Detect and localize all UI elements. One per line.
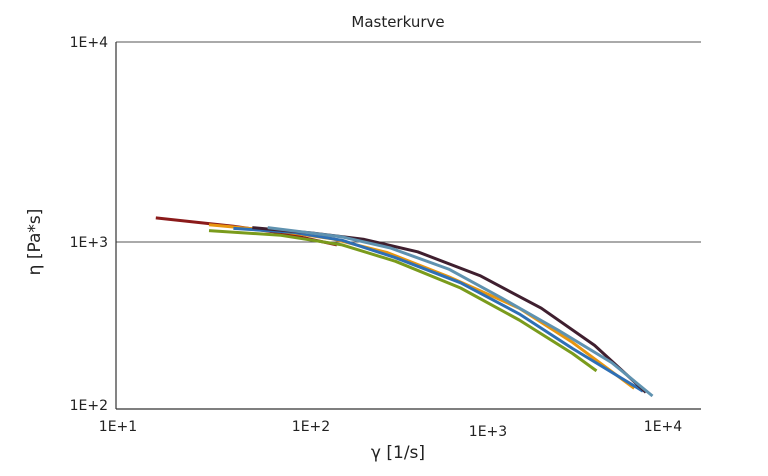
y-tick-labels: 1E+4 1E+3 1E+2 (70, 35, 108, 414)
x-tick-label: 1E+2 (292, 419, 330, 435)
series-line (208, 223, 636, 390)
series-line (252, 226, 647, 394)
series-lines (155, 216, 654, 398)
series-line (208, 229, 598, 373)
x-tick-label: 1E+4 (644, 419, 682, 435)
y-tick-label: 1E+3 (70, 235, 108, 251)
grid-lines (116, 41, 701, 243)
x-tick-label: 1E+3 (469, 424, 507, 440)
series-line (233, 226, 644, 393)
y-axis-label: η [Pa*s] (25, 209, 45, 276)
x-tick-label: 1E+1 (99, 419, 137, 435)
chart-title: Masterkurve (351, 13, 444, 31)
x-tick-labels: 1E+1 1E+2 1E+3 1E+4 (99, 419, 682, 440)
x-axis-label: γ [1/s] (371, 443, 425, 463)
series-line (267, 226, 654, 398)
y-tick-label: 1E+4 (70, 35, 108, 51)
y-tick-label: 1E+2 (70, 398, 108, 414)
